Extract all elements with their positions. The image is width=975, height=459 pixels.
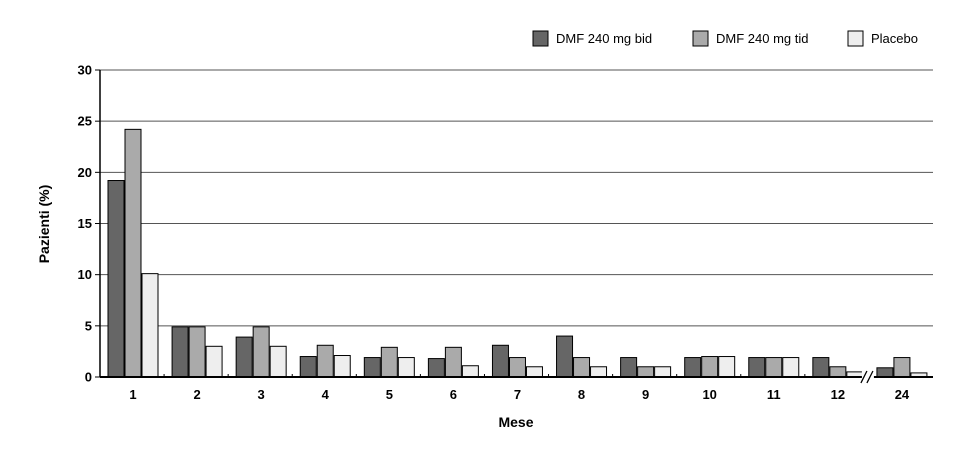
y-tick-label: 20 — [78, 165, 92, 180]
x-tick-label: 6 — [450, 387, 457, 402]
gridlines — [95, 69, 933, 378]
x-tick-label: 8 — [578, 387, 585, 402]
x-tick-label: 5 — [386, 387, 393, 402]
bar-dmf-240-mg-bid-month-11 — [748, 357, 766, 378]
x-tick-label: 7 — [514, 387, 521, 402]
bar-dmf-240-mg-tid-month-1 — [124, 128, 142, 378]
bar-placebo-month-1 — [141, 273, 159, 378]
legend-label: DMF 240 mg bid — [556, 31, 652, 46]
bar-dmf-240-mg-tid-month-9 — [637, 366, 655, 378]
bar-placebo-month-6 — [461, 365, 479, 378]
bar-placebo-month-10 — [718, 356, 736, 378]
bar-dmf-240-mg-bid-month-5 — [363, 357, 381, 378]
y-tick-label: 10 — [78, 267, 92, 282]
y-tick-label: 15 — [78, 216, 92, 231]
bars — [107, 128, 928, 378]
x-tick-label: 12 — [831, 387, 845, 402]
bar-dmf-240-mg-bid-month-24 — [876, 367, 894, 378]
bar-dmf-240-mg-tid-month-11 — [765, 357, 783, 378]
legend-swatch — [532, 30, 549, 47]
bar-placebo-month-11 — [782, 357, 800, 378]
x-tick-label: 11 — [767, 387, 781, 402]
x-axis-label: Mese — [498, 414, 533, 430]
bar-dmf-240-mg-tid-month-2 — [188, 326, 206, 378]
legend-label: DMF 240 mg tid — [716, 31, 808, 46]
legend-label: Placebo — [871, 31, 918, 46]
x-tick-label: 24 — [895, 387, 910, 402]
axis-break-mark — [866, 370, 874, 384]
bar-placebo-month-8 — [590, 366, 608, 378]
bar-placebo-month-3 — [269, 345, 287, 378]
bar-dmf-240-mg-tid-month-6 — [444, 346, 462, 378]
bar-dmf-240-mg-bid-month-9 — [620, 357, 638, 378]
bar-dmf-240-mg-tid-month-5 — [380, 346, 398, 378]
y-tick-label: 0 — [85, 370, 92, 385]
x-tick-label: 10 — [702, 387, 716, 402]
y-tick-labels: 0 5 10 15 20 25 30 — [78, 63, 92, 385]
bar-dmf-240-mg-bid-month-2 — [171, 326, 189, 378]
bar-dmf-240-mg-bid-month-3 — [235, 336, 253, 378]
bar-dmf-240-mg-bid-month-4 — [299, 356, 317, 378]
x-tick-labels: 1 2 3 4 5 6 7 8 9 10 11 12 24 — [129, 387, 910, 402]
bar-placebo-month-4 — [333, 355, 351, 378]
y-tick-label: 30 — [78, 63, 92, 78]
x-tick-label: 2 — [193, 387, 200, 402]
legend-swatch — [847, 30, 864, 47]
bar-dmf-240-mg-bid-month-12 — [812, 357, 830, 378]
bar-dmf-240-mg-bid-month-10 — [684, 357, 702, 378]
bar-dmf-240-mg-tid-month-3 — [252, 326, 270, 378]
bar-dmf-240-mg-tid-month-12 — [829, 366, 847, 378]
bar-dmf-240-mg-bid-month-8 — [556, 335, 574, 378]
x-tick-label: 4 — [322, 387, 330, 402]
bar-placebo-month-9 — [654, 366, 672, 378]
axes — [99, 70, 933, 384]
x-tick-label: 3 — [258, 387, 265, 402]
bar-dmf-240-mg-bid-month-1 — [107, 180, 125, 378]
bar-dmf-240-mg-bid-month-6 — [427, 358, 445, 378]
bar-placebo-month-5 — [397, 357, 415, 378]
bar-dmf-240-mg-tid-month-4 — [316, 344, 334, 378]
bar-dmf-240-mg-tid-month-10 — [701, 356, 719, 378]
legend-swatch — [692, 30, 709, 47]
y-tick-label: 5 — [85, 318, 92, 333]
y-axis-label: Pazienti (%) — [36, 185, 52, 264]
bar-dmf-240-mg-tid-month-7 — [508, 357, 526, 378]
y-tick-label: 25 — [78, 114, 92, 129]
axis-break-mark — [860, 370, 868, 384]
x-tick-label: 9 — [642, 387, 649, 402]
bar-dmf-240-mg-tid-month-24 — [893, 357, 911, 378]
bar-placebo-month-7 — [525, 366, 543, 378]
bar-dmf-240-mg-bid-month-7 — [491, 344, 509, 378]
legend: DMF 240 mg bid DMF 240 mg tid Placebo — [532, 30, 918, 47]
x-tick-label: 1 — [129, 387, 136, 402]
bar-placebo-month-2 — [205, 345, 223, 378]
bar-dmf-240-mg-tid-month-8 — [573, 357, 591, 378]
